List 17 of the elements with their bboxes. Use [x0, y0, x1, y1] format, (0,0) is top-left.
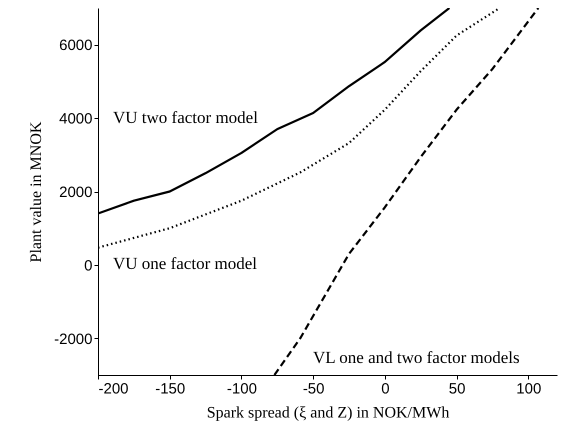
y-tick-label: 2000 — [59, 184, 92, 201]
x-tick-label: -200 — [98, 380, 129, 398]
x-axis-title: Spark spread (ξ and Z) in NOK/MWh — [206, 404, 450, 422]
y-tick-label: 6000 — [59, 37, 92, 54]
x-tick-label: -150 — [155, 380, 186, 398]
y-axis-title: Plant value in MNOK — [28, 121, 46, 262]
x-tick-label: -100 — [226, 380, 257, 398]
y-tick-label: 4000 — [59, 110, 92, 128]
x-tick-label: -50 — [302, 380, 324, 398]
x-tick-label: 0 — [381, 380, 390, 398]
annotation: VL one and two factor models — [313, 348, 520, 367]
y-tick-label: -2000 — [54, 330, 92, 348]
annotation: VU two factor model — [113, 108, 258, 127]
x-tick-label: 50 — [448, 380, 466, 398]
y-tick-label: 0 — [84, 257, 92, 274]
x-tick-label: 100 — [516, 380, 542, 398]
annotation: VU one factor model — [113, 254, 258, 273]
